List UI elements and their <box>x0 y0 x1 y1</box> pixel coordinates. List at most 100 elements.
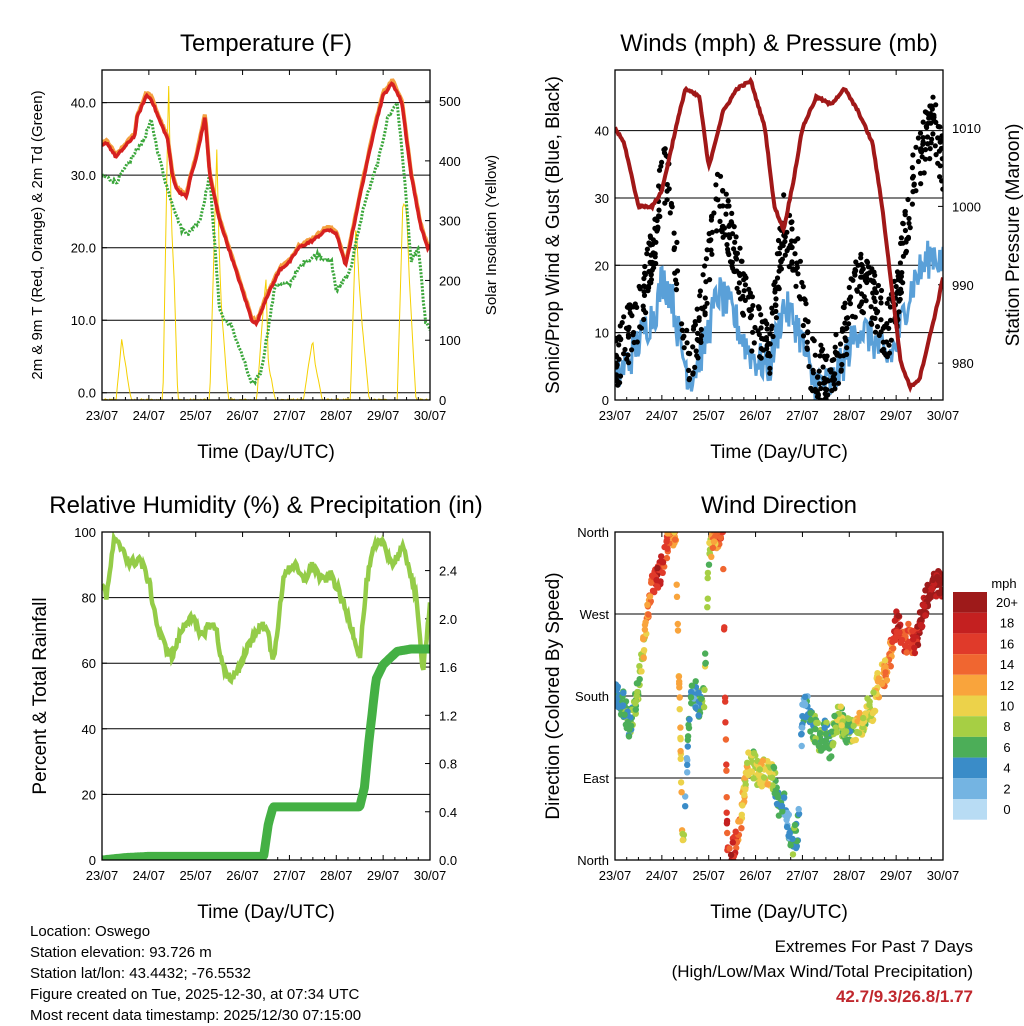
gust-point <box>740 293 746 299</box>
gust-point <box>732 250 739 256</box>
gust-point <box>837 341 844 347</box>
gust-point <box>743 275 749 281</box>
winds-xtick-label: 29/07 <box>880 408 913 423</box>
direction-point <box>807 728 814 735</box>
gust-point <box>900 253 907 259</box>
gust-point <box>641 316 647 323</box>
gust-point <box>829 388 835 394</box>
gust-point <box>729 210 735 216</box>
gust-point <box>693 348 699 354</box>
gust-point <box>761 336 767 342</box>
winds-ytick-right-label: 1010 <box>952 121 981 136</box>
direction-point <box>911 649 919 657</box>
gust-point <box>878 317 884 323</box>
direction-point <box>854 718 861 725</box>
gust-point <box>880 346 887 352</box>
direction-point <box>929 576 936 583</box>
gust-point <box>872 329 879 335</box>
temperature-ytick-right-label: 500 <box>439 94 461 109</box>
gust-point <box>939 133 943 139</box>
direction-point <box>673 581 680 588</box>
gust-point <box>694 306 700 312</box>
direction-point <box>704 574 711 582</box>
gust-point <box>900 220 906 226</box>
direction-point <box>685 721 692 729</box>
gust-point <box>935 135 941 141</box>
gust-point <box>673 287 680 293</box>
direction-point <box>676 694 683 701</box>
direction-point <box>789 851 797 858</box>
gust-point <box>870 279 876 285</box>
temperature-xtick-label: 26/07 <box>226 408 259 423</box>
wind_direction-xtick-label: 25/07 <box>692 868 725 883</box>
direction-point <box>664 532 671 537</box>
direction-point <box>658 553 665 560</box>
direction-point <box>742 786 749 793</box>
direction-point <box>742 781 749 788</box>
gust-point <box>927 156 933 162</box>
temperature-ytick-label: 0.0 <box>78 386 96 401</box>
gust-point <box>679 321 685 327</box>
humidity-ytick-right-label: 1.2 <box>439 708 457 723</box>
gust-point <box>758 312 764 318</box>
direction-point <box>817 747 825 754</box>
direction-point <box>708 553 715 560</box>
gust-point <box>706 231 712 237</box>
gust-point <box>820 364 826 370</box>
direction-point <box>823 719 830 726</box>
gust-point <box>878 287 885 294</box>
gust-point <box>767 341 773 347</box>
direction-point <box>866 701 873 709</box>
extremes-box: Extremes For Past 7 Days (High/Low/Max W… <box>672 934 973 1009</box>
direction-point <box>620 689 627 697</box>
gust-point <box>924 134 931 140</box>
gust-point <box>863 298 869 304</box>
colorbar-label: 10 <box>1000 699 1014 714</box>
wind_direction-title: Wind Direction <box>701 492 857 519</box>
gust-point <box>814 374 821 380</box>
gust-point <box>894 269 901 275</box>
direction-point <box>905 620 912 628</box>
gust-point <box>650 250 656 256</box>
gust-point <box>615 382 621 388</box>
gust-point <box>697 288 704 294</box>
gust-point <box>915 135 922 141</box>
gust-point <box>818 385 824 392</box>
gust-point <box>645 288 651 294</box>
gust-point <box>674 239 680 245</box>
direction-point <box>878 680 886 688</box>
gust-point <box>738 258 744 264</box>
relative-humidity-line <box>102 532 430 686</box>
humidity-xtick-label: 29/07 <box>367 868 400 883</box>
gust-point <box>831 357 837 363</box>
gust-point <box>835 380 842 386</box>
colorbar-swatch <box>953 633 987 655</box>
gust-point <box>655 224 661 230</box>
direction-point <box>687 688 695 696</box>
temperature-ylabel-right: Solar Insolation (Yellow) <box>483 155 500 315</box>
gust-point <box>859 299 865 305</box>
gust-point <box>793 283 799 289</box>
gust-point <box>789 260 795 266</box>
wind_direction-ytick-label: East <box>583 771 609 786</box>
created-text: Figure created on Tue, 2025-12-30, at 07… <box>30 986 360 1003</box>
gust-point <box>799 279 805 286</box>
wind_direction-plot-area <box>615 532 943 860</box>
gust-point <box>817 381 823 387</box>
gust-point <box>755 304 762 310</box>
direction-point <box>704 595 711 602</box>
temperature-title: Temperature (F) <box>180 30 352 57</box>
direction-point <box>922 587 929 594</box>
gust-point <box>700 272 706 278</box>
colorbar-swatch <box>953 799 987 820</box>
direction-point <box>780 794 788 801</box>
gust-point <box>834 350 840 356</box>
direction-point <box>837 703 844 710</box>
direction-point <box>723 767 730 774</box>
humidity-ytick-right-label: 1.6 <box>439 660 457 675</box>
gust-point <box>748 306 755 312</box>
temperature-grid <box>102 102 430 394</box>
colorbar-label: 16 <box>1000 636 1014 651</box>
gust-point <box>767 365 773 371</box>
temperature-ytick-right-label: 100 <box>439 333 461 348</box>
